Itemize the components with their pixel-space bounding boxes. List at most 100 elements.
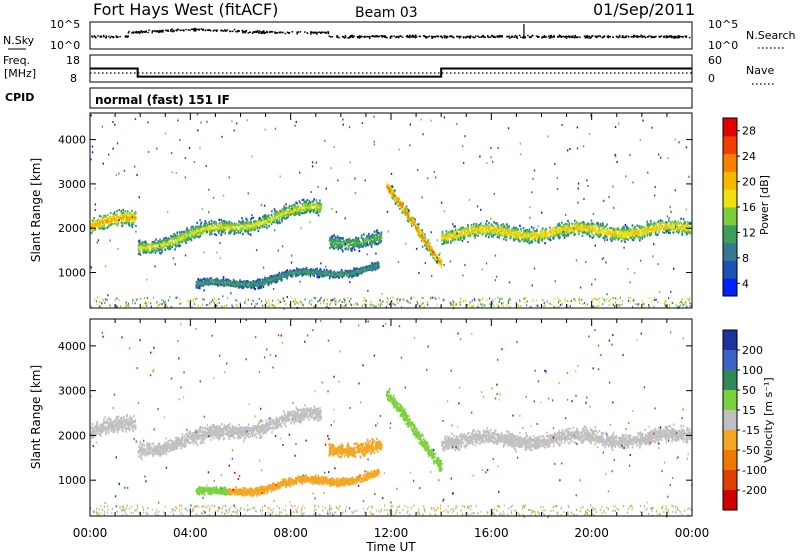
scatter-cell <box>371 234 374 237</box>
scatter-cell <box>350 243 353 247</box>
scatter-cell <box>248 224 250 227</box>
scatter-cell <box>201 231 204 234</box>
scatter-cell <box>205 281 208 285</box>
scatter-cell <box>389 188 391 191</box>
scatter-cell <box>365 269 368 272</box>
scatter-cell <box>220 233 223 237</box>
scatter-cell <box>366 238 369 241</box>
scatter-cell <box>373 239 375 242</box>
scatter-cell <box>94 228 97 231</box>
scatter-cell <box>238 224 241 227</box>
nsky-point <box>496 35 499 38</box>
scatter-cell <box>144 246 147 250</box>
scatter-cell <box>631 224 634 227</box>
nsky-point <box>473 36 475 39</box>
nsky-point <box>562 35 565 38</box>
scatter-cell <box>306 198 309 202</box>
scatter-cell <box>210 280 213 283</box>
nsky-point <box>324 31 326 34</box>
scatter-cell <box>345 271 347 275</box>
scatter-cell <box>663 231 666 235</box>
scatter-cell <box>402 204 404 207</box>
scatter-cell <box>121 217 124 221</box>
nsky-point <box>432 36 434 38</box>
scatter-cell <box>277 220 280 223</box>
nsky-point <box>496 35 499 37</box>
scatter-cell <box>423 233 426 236</box>
scatter-cell <box>323 270 326 273</box>
scatter-cell <box>436 256 439 259</box>
scatter-cell <box>143 248 146 251</box>
scatter-cell <box>193 227 196 230</box>
scatter-cell <box>167 237 170 240</box>
scatter-cell <box>261 218 264 221</box>
scatter-cell <box>375 238 378 242</box>
scatter-cell <box>418 228 421 232</box>
scatter-cell <box>422 239 425 243</box>
scatter-cell <box>368 232 370 235</box>
nsky-point <box>132 32 135 34</box>
nsky-point <box>639 35 641 38</box>
scatter-cell <box>227 284 230 287</box>
scatter-cell <box>376 261 379 264</box>
scatter-cell <box>130 218 132 221</box>
scatter-cell <box>190 234 193 237</box>
scatter-cell <box>278 218 281 221</box>
scatter-cell <box>168 237 171 240</box>
scatter-cell <box>206 226 209 229</box>
scatter-cell <box>285 214 288 217</box>
nsky-point <box>281 31 283 34</box>
scatter-cell <box>329 271 332 275</box>
scatter-cell <box>296 211 298 214</box>
scatter-cell <box>363 268 366 271</box>
scatter-cell <box>402 202 404 205</box>
scatter-cell <box>310 268 312 271</box>
scatter-cell <box>300 272 303 275</box>
nsky-point <box>157 30 160 33</box>
nsky-point <box>102 34 105 37</box>
scatter-cell <box>225 281 227 284</box>
nsky-point <box>439 35 442 38</box>
scatter-cell <box>132 214 135 218</box>
nsky-point <box>537 35 539 38</box>
nsky-point <box>548 35 550 37</box>
scatter-cell <box>313 274 315 278</box>
scatter-cell <box>338 276 340 280</box>
scatter-cell <box>296 210 298 213</box>
scatter-cell <box>225 284 228 287</box>
scatter-cell <box>309 201 312 204</box>
scatter-cell <box>289 207 291 211</box>
scatter-cell <box>310 269 312 272</box>
scatter-cell <box>419 236 422 239</box>
scatter-cell <box>319 209 321 212</box>
scatter-cell <box>124 213 126 216</box>
nsky-point <box>399 35 402 37</box>
scatter-cell <box>122 220 125 223</box>
scatter-cell <box>125 221 128 224</box>
nsky-point <box>197 28 199 31</box>
scatter-cell <box>337 271 339 274</box>
scatter-cell <box>150 251 153 254</box>
nsky-point <box>94 35 96 38</box>
nsky-point <box>646 35 649 38</box>
scatter-cell <box>129 212 132 215</box>
scatter-cell <box>439 262 442 265</box>
nsky-point <box>297 31 300 33</box>
nsky-point <box>635 35 637 38</box>
scatter-cell <box>280 279 283 282</box>
scatter-cell <box>263 216 266 220</box>
scatter-cell <box>199 225 201 229</box>
scatter-cell <box>158 243 161 246</box>
scatter-cell <box>187 229 190 233</box>
scatter-cell <box>598 235 601 238</box>
nsky-point <box>109 36 112 39</box>
scatter-cell <box>258 221 261 224</box>
scatter-cell <box>244 284 246 287</box>
scatter-cell <box>282 209 284 212</box>
scatter-cell <box>602 229 605 232</box>
scatter-cell <box>380 231 383 234</box>
scatter-cell <box>347 239 350 242</box>
scatter-cell <box>417 227 419 230</box>
scatter-cell <box>100 220 103 223</box>
scatter-cell <box>217 281 220 284</box>
